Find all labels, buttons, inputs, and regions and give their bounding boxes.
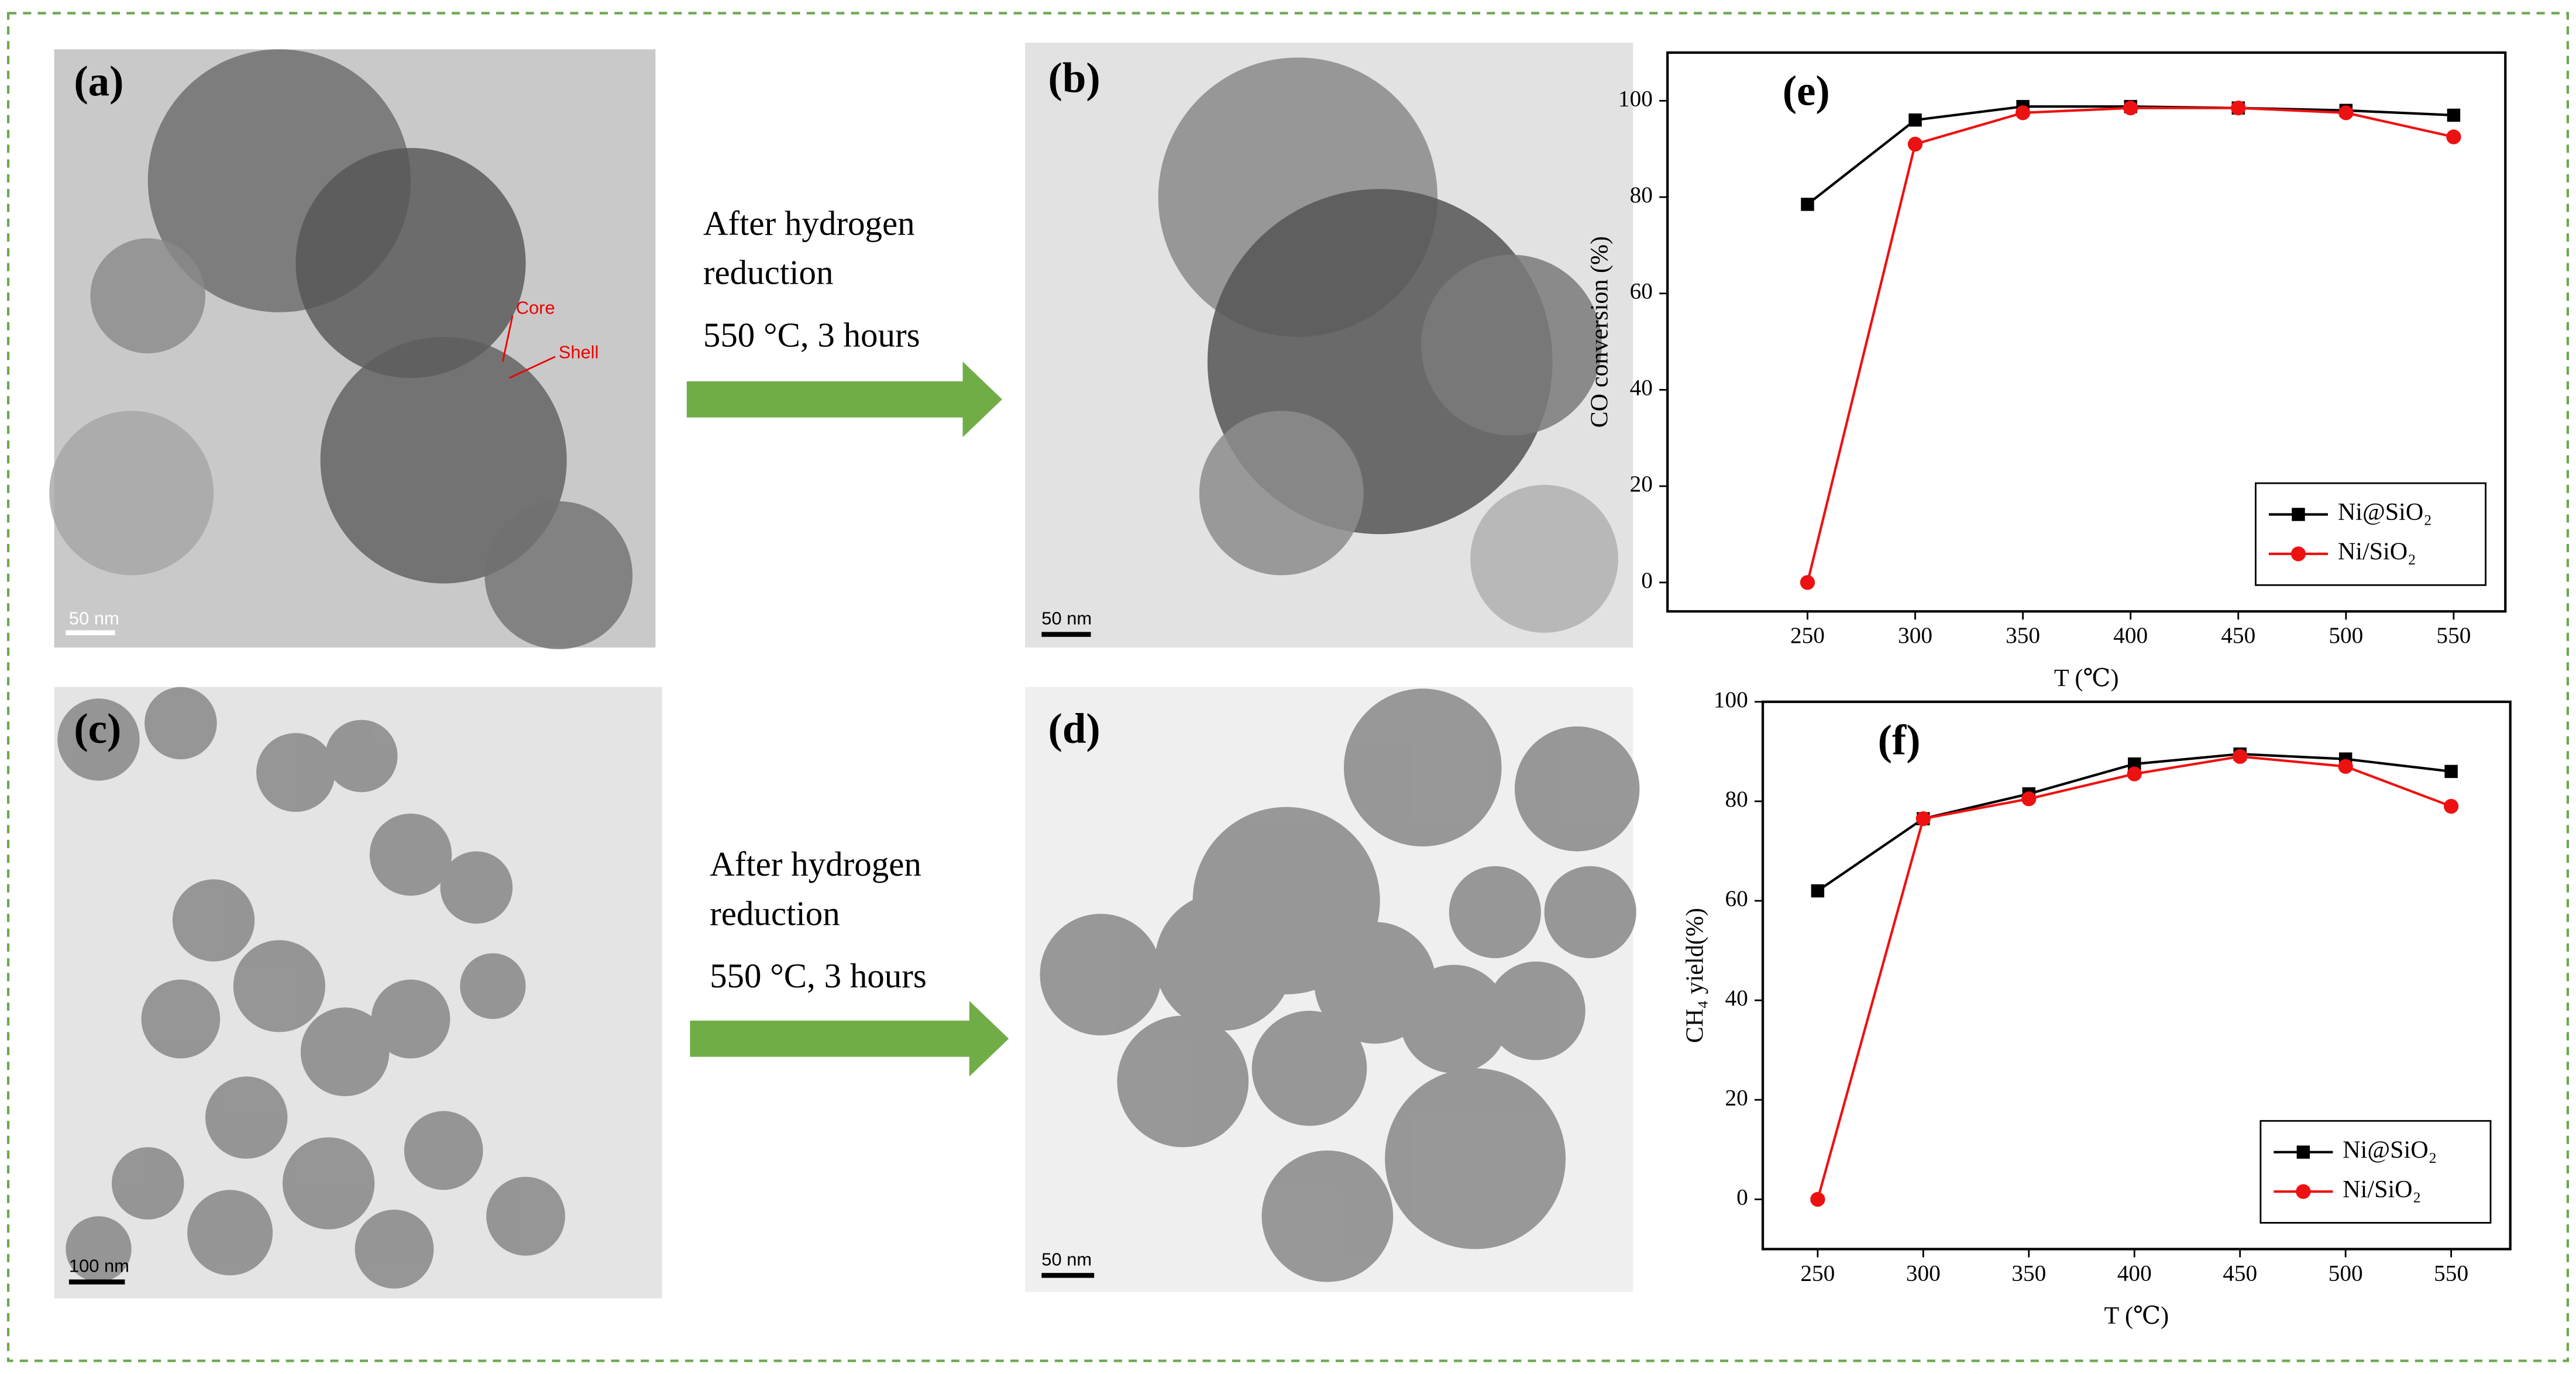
x-tick-label: 300 — [1898, 622, 1932, 648]
x-tick-label: 350 — [2011, 1260, 2046, 1286]
marker — [2338, 759, 2353, 774]
panel-label: (f) — [1878, 717, 1921, 764]
x-tick-label: 450 — [2221, 622, 2255, 648]
y-axis-label: CO conversion (%) — [1586, 236, 1614, 428]
x-tick-label: 250 — [1800, 1260, 1835, 1286]
arrow — [686, 361, 1002, 438]
x-tick-label: 300 — [1906, 1260, 1941, 1286]
marker — [1915, 811, 1931, 827]
arrow-text: reduction — [703, 253, 834, 292]
marker — [2127, 766, 2142, 781]
annotation: Shell — [559, 342, 599, 362]
legend-marker — [2296, 1145, 2310, 1159]
chart-background — [1749, 691, 2524, 1338]
tem-image-c — [54, 687, 662, 1299]
x-axis-label: T (℃) — [2054, 664, 2119, 692]
y-tick-label: 100 — [1714, 687, 1748, 712]
legend-marker — [2292, 508, 2305, 521]
tem-image-d — [1025, 687, 1640, 1292]
x-tick-label: 550 — [2436, 622, 2471, 648]
marker — [1810, 1192, 1825, 1207]
legend-label: Ni/SiO₂ — [2343, 1176, 2421, 1203]
y-tick-label: 20 — [1725, 1084, 1748, 1110]
panel-label: (a) — [74, 57, 123, 105]
legend-marker — [2290, 546, 2306, 562]
marker — [2338, 105, 2354, 120]
chart-background — [1654, 43, 2519, 700]
y-tick-label: 20 — [1630, 471, 1653, 497]
y-tick-label: 0 — [1641, 567, 1653, 593]
arrow-text: reduction — [710, 894, 840, 932]
y-tick-label: 40 — [1725, 985, 1748, 1011]
y-tick-label: 0 — [1736, 1184, 1748, 1210]
x-axis-label: T (℃) — [2104, 1302, 2169, 1330]
figure-border — [6, 12, 2570, 1362]
x-tick-label: 450 — [2223, 1260, 2257, 1286]
legend-frame — [2259, 1120, 2492, 1224]
marker — [1811, 884, 1825, 898]
tem-image-b — [1025, 43, 1633, 648]
plot-frame — [1666, 51, 2507, 613]
marker — [1908, 113, 1922, 127]
marker — [1907, 136, 1923, 152]
scale-bar-label: 100 nm — [69, 1256, 129, 1276]
panel-label: (c) — [74, 705, 121, 752]
legend-label: Ni@SiO₂ — [2343, 1136, 2437, 1163]
arrow-text: 550 °C, 3 hours — [710, 956, 927, 995]
x-tick-label: 550 — [2434, 1260, 2468, 1286]
x-tick-label: 250 — [1790, 622, 1825, 648]
panel-label: (d) — [1048, 705, 1100, 752]
y-tick-label: 80 — [1725, 786, 1748, 812]
legend-frame — [2255, 482, 2486, 586]
y-axis-label: CH₄ yield(%) — [1681, 908, 1708, 1043]
x-tick-label: 400 — [2117, 1260, 2152, 1286]
arrow-text: After hydrogen — [710, 845, 921, 883]
y-tick-label: 60 — [1630, 278, 1653, 304]
panel-label: (e) — [1783, 67, 1830, 115]
annotation: Core — [516, 297, 555, 318]
marker — [2021, 791, 2037, 807]
marker — [2447, 108, 2461, 122]
x-tick-label: 350 — [2006, 622, 2040, 648]
legend-label: Ni/SiO₂ — [2338, 538, 2416, 566]
marker — [2015, 105, 2031, 120]
marker — [2233, 749, 2248, 764]
y-tick-label: 60 — [1725, 886, 1748, 911]
marker — [2123, 100, 2138, 116]
y-tick-label: 40 — [1630, 374, 1653, 400]
legend-marker — [2296, 1184, 2311, 1199]
y-tick-label: 100 — [1618, 85, 1653, 111]
legend-label: Ni@SiO₂ — [2338, 498, 2432, 526]
marker — [2128, 757, 2141, 771]
x-tick-label: 400 — [2113, 622, 2148, 648]
panel-label: (b) — [1048, 54, 1100, 101]
arrow-text: 550 °C, 3 hours — [703, 315, 920, 354]
arrow-text: After hydrogen — [703, 204, 915, 242]
marker — [1800, 575, 1815, 590]
scale-bar-label: 50 nm — [69, 608, 119, 628]
arrow — [690, 1001, 1009, 1077]
marker — [2446, 129, 2461, 144]
marker — [2443, 798, 2459, 814]
x-tick-label: 500 — [2329, 1260, 2363, 1286]
marker — [1801, 198, 1814, 211]
scale-bar-label: 50 nm — [1041, 1249, 1092, 1269]
marker — [2231, 100, 2246, 116]
plot-frame — [1761, 700, 2512, 1251]
tem-image-a — [49, 49, 656, 649]
x-tick-label: 500 — [2329, 622, 2363, 648]
y-tick-label: 80 — [1630, 182, 1653, 208]
scale-bar-label: 50 nm — [1041, 608, 1092, 628]
marker — [2444, 765, 2458, 779]
